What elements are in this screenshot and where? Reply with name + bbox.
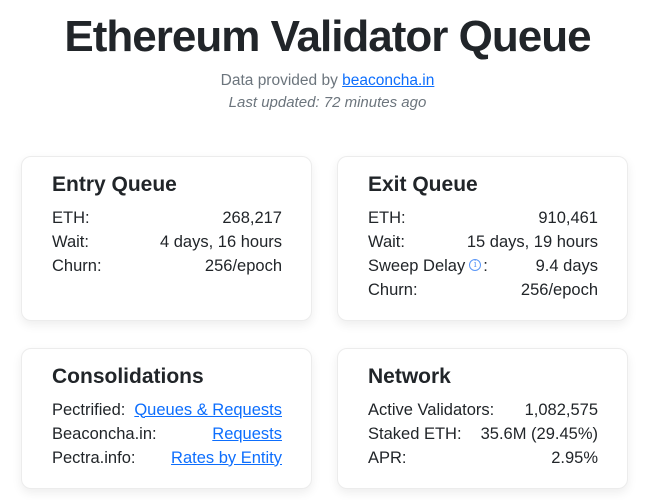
- network-title: Network: [368, 364, 451, 388]
- entry-wait-row: Wait: 4 days, 16 hours: [52, 230, 282, 254]
- exit-queue-card: Exit Queue ETH: 910,461 Wait: 15 days, 1…: [337, 155, 628, 321]
- stat-label: Sweep Delay i:: [368, 254, 488, 278]
- page-title: Ethereum Validator Queue: [64, 12, 591, 61]
- stat-value: 256/epoch: [520, 280, 598, 299]
- last-updated-text: Last updated: 72 minutes ago: [228, 93, 427, 111]
- active-validators-row: Active Validators: 1,082,575: [368, 398, 598, 422]
- pectra-rates-by-entity-link[interactable]: Rates by Entity: [171, 448, 282, 467]
- entry-queue-title: Entry Queue: [52, 172, 177, 196]
- stat-label: Churn:: [52, 256, 102, 275]
- stat-label: ETH:: [368, 208, 406, 227]
- entry-queue-card: Entry Queue ETH: 268,217 Wait: 4 days, 1…: [21, 155, 312, 321]
- stat-value: 1,082,575: [524, 400, 598, 419]
- stat-value: 9.4 days: [535, 256, 598, 275]
- beaconcha-link[interactable]: beaconcha.in: [342, 71, 435, 89]
- exit-queue-title: Exit Queue: [368, 172, 478, 196]
- network-card: Network Active Validators: 1,082,575 Sta…: [337, 347, 628, 489]
- sweep-delay-label: Sweep Delay: [368, 256, 466, 275]
- stat-value: 15 days, 19 hours: [466, 232, 598, 251]
- stat-label: ETH:: [52, 208, 90, 227]
- pectra-info-row: Pectra.info: Rates by Entity: [52, 446, 282, 470]
- stat-value: 35.6M (29.45%): [480, 424, 598, 443]
- stat-value: 256/epoch: [204, 256, 282, 275]
- stat-value: 4 days, 16 hours: [160, 232, 282, 251]
- sweep-delay-colon: :: [483, 256, 488, 275]
- staked-eth-row: Staked ETH: 35.6M (29.45%): [368, 422, 598, 446]
- stat-label: Pectra.info:: [52, 448, 136, 467]
- data-source-text: Data provided by: [220, 71, 343, 89]
- exit-churn-row: Churn: 256/epoch: [368, 278, 598, 302]
- stat-label: Wait:: [368, 232, 405, 251]
- stat-value: 910,461: [538, 208, 598, 227]
- info-icon[interactable]: i: [469, 259, 482, 272]
- exit-eth-row: ETH: 910,461: [368, 206, 598, 230]
- beaconcha-requests-link[interactable]: Requests: [212, 424, 282, 443]
- cards-grid: Entry Queue ETH: 268,217 Wait: 4 days, 1…: [21, 155, 628, 489]
- entry-churn-row: Churn: 256/epoch: [52, 254, 282, 278]
- stat-label: Active Validators:: [368, 400, 495, 419]
- stat-label: Churn:: [368, 280, 418, 299]
- stat-label: APR:: [368, 448, 407, 467]
- apr-row: APR: 2.95%: [368, 446, 598, 470]
- consolidations-card: Consolidations Pectrified: Queues & Requ…: [21, 347, 312, 489]
- entry-eth-row: ETH: 268,217: [52, 206, 282, 230]
- pectrified-queues-requests-link[interactable]: Queues & Requests: [134, 400, 282, 419]
- exit-wait-row: Wait: 15 days, 19 hours: [368, 230, 598, 254]
- exit-sweep-delay-row: Sweep Delay i: 9.4 days: [368, 254, 598, 278]
- consolidations-title: Consolidations: [52, 364, 204, 388]
- page-header: Ethereum Validator Queue Data provided b…: [0, 0, 655, 111]
- pectrified-row: Pectrified: Queues & Requests: [52, 398, 282, 422]
- data-source-line: Data provided by beaconcha.in: [0, 72, 655, 90]
- beaconcha-row: Beaconcha.in: Requests: [52, 422, 282, 446]
- stat-label: Staked ETH:: [368, 424, 462, 443]
- stat-label: Pectrified:: [52, 400, 126, 419]
- stat-value: 268,217: [222, 208, 282, 227]
- stat-value: 2.95%: [551, 448, 598, 467]
- stat-label: Wait:: [52, 232, 89, 251]
- stat-label: Beaconcha.in:: [52, 424, 157, 443]
